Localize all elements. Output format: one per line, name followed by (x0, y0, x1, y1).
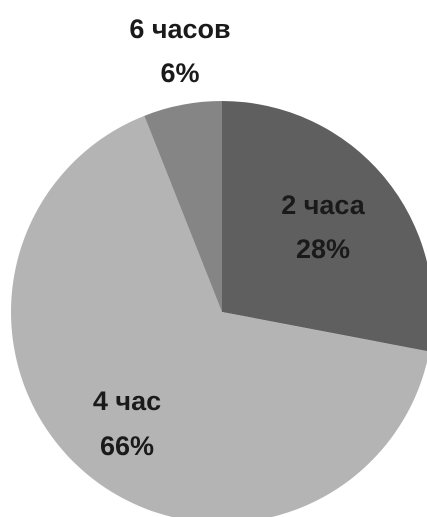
slice-label-4-hours: 4 час (93, 386, 161, 416)
slice-label-6-hours: 6 часов (129, 14, 230, 44)
slice-percent-6-hours: 6% (160, 58, 199, 88)
label-2-hours: 2 часа 28% (281, 190, 366, 264)
slice-6-hours (144, 101, 222, 312)
slice-2-hours (222, 101, 427, 352)
label-4-hours: 4 час 66% (93, 386, 161, 461)
pie-slices (10, 101, 427, 517)
slice-percent-2-hours: 28% (296, 234, 350, 264)
slice-percent-4-hours: 66% (100, 431, 154, 461)
slice-4-hours (10, 115, 427, 517)
slice-label-2-hours: 2 часа (281, 190, 366, 220)
label-6-hours: 6 часов 6% (129, 14, 230, 88)
